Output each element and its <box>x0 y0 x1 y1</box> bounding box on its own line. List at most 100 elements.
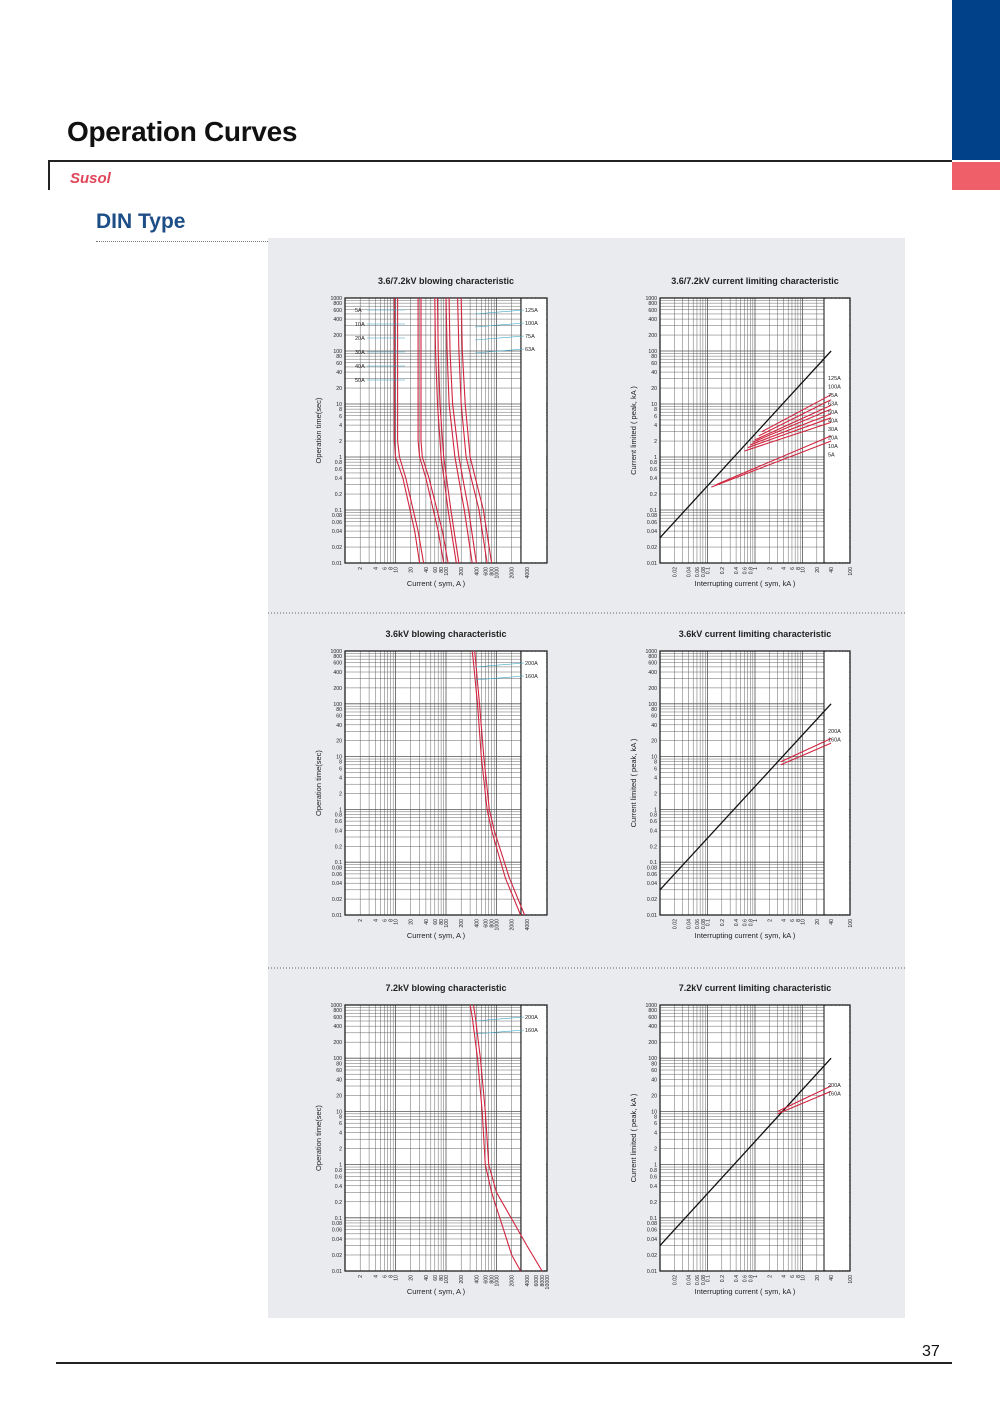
chart-4: 3.6kV current limiting characteristic100… <box>629 629 854 940</box>
y-tick-label: 10 <box>336 755 342 761</box>
x-tick-label: 10000 <box>545 1275 551 1290</box>
legend-strip <box>824 652 849 914</box>
charts-panel: 3.6/7.2kV blowing characteristic 1000 800 6… <box>268 238 905 1318</box>
y-tick-label: 0.8 <box>335 1168 342 1174</box>
y-tick-label: 8 <box>654 760 657 766</box>
y-tick-label: 0.1 <box>335 508 342 514</box>
x-tick-label: 2 <box>767 567 773 570</box>
x-tick-label: 20 <box>409 919 415 925</box>
x-tick-label: 40 <box>829 567 835 573</box>
y-tick-label: 0.06 <box>647 520 657 526</box>
y-tick-label: 100 <box>648 1056 657 1062</box>
x-tick-label: 40 <box>829 919 835 925</box>
x-tick-label: 0.02 <box>672 567 678 577</box>
y-tick-label: 0.2 <box>335 1200 342 1206</box>
y-tick-label: 0.01 <box>332 561 342 567</box>
x-tick-label: 600 <box>483 1275 489 1284</box>
y-tick-label: 4 <box>654 776 657 782</box>
y-tick-label: 400 <box>333 1024 342 1030</box>
y-tick-label: 40 <box>336 723 342 729</box>
y-tick-label: 0.4 <box>335 828 342 834</box>
legend-leader <box>474 662 525 668</box>
series-20A <box>715 435 832 486</box>
legend-left-label: 5A <box>355 308 362 314</box>
x-tick-label: 10 <box>801 1275 807 1281</box>
y-tick-label: 0.2 <box>335 492 342 498</box>
y-tick-label: 4 <box>339 1131 342 1137</box>
x-tick-label: 4 <box>373 567 379 570</box>
x-tick-label: 80 <box>439 1275 445 1281</box>
legend-left-label: 10A <box>355 322 365 328</box>
y-tick-label: 0.02 <box>332 545 342 551</box>
x-tick-label: 1 <box>753 567 759 570</box>
series-10A <box>397 298 425 564</box>
legend-right-label: 40A <box>828 419 838 425</box>
y-tick-label: 1000 <box>645 1003 657 1009</box>
x-tick-label: 4 <box>782 567 788 570</box>
x-tick-label: 0.08 <box>701 567 707 577</box>
x-tick-label: 200 <box>459 567 465 576</box>
y-tick-label: 8 <box>339 407 342 413</box>
x-tick-label: 100 <box>444 567 450 576</box>
x-tick-label: 0.2 <box>720 1275 726 1282</box>
legend-leader <box>474 335 525 341</box>
x-tick-label: 2000 <box>510 567 516 579</box>
legend-right-label: 160A <box>828 1092 841 1098</box>
x-tick-label: 4000 <box>525 1275 531 1287</box>
x-tick-label: 800 <box>490 1275 496 1284</box>
y-tick-label: 200 <box>648 686 657 692</box>
x-tick-label: 0.6 <box>742 567 748 574</box>
y-tick-label: 400 <box>648 670 657 676</box>
x-tick-label: 100 <box>848 1275 854 1284</box>
y-tick-label: 8 <box>654 1115 657 1121</box>
x-tick-label: 20 <box>409 1275 415 1281</box>
x-tick-label: 400 <box>474 919 480 928</box>
y-tick-label: 0.04 <box>332 881 342 887</box>
y-tick-label: 0.1 <box>335 860 342 866</box>
y-tick-label: 100 <box>648 702 657 708</box>
y-tick-label: 800 <box>333 301 342 307</box>
page-number: 37 <box>922 1343 940 1360</box>
legend-right-label: 125A <box>525 308 538 314</box>
y-tick-label: 4 <box>339 776 342 782</box>
legend-leader <box>474 322 525 328</box>
y-tick-label: 40 <box>651 370 657 376</box>
chart-1: 3.6/7.2kV blowing characteristic10008006… <box>314 276 548 588</box>
legend-strip <box>824 299 849 562</box>
x-tick-label: 0.04 <box>687 919 693 929</box>
plot-frame <box>659 650 851 916</box>
y-tick-label: 0.1 <box>650 860 657 866</box>
y-tick-label: 100 <box>333 702 342 708</box>
x-tick-label: 600 <box>483 567 489 576</box>
y-tick-label: 0.08 <box>647 1221 657 1227</box>
series-75A <box>754 404 832 441</box>
y-tick-label: 0.6 <box>335 467 342 473</box>
x-tick-label: 40 <box>829 1275 835 1281</box>
x-tick-label: 0.8 <box>748 1275 754 1282</box>
y-tick-label: 1 <box>339 455 342 461</box>
x-tick-label: 0.04 <box>687 567 693 577</box>
y-tick-label: 6 <box>654 414 657 420</box>
x-tick-label: 1000 <box>495 567 501 579</box>
series-200A <box>780 738 832 763</box>
x-tick-label: 6 <box>790 567 796 570</box>
y-tick-label: 0.1 <box>335 1216 342 1222</box>
series-200A <box>474 650 526 916</box>
y-tick-label: 400 <box>648 1024 657 1030</box>
legend-left-label: 20A <box>355 336 365 342</box>
y-tick-label: 600 <box>333 308 342 314</box>
y-tick-label: 0.04 <box>647 529 657 535</box>
y-tick-label: 0.02 <box>647 1253 657 1259</box>
x-tick-label: 0.1 <box>706 567 712 574</box>
legend-leader <box>474 1016 525 1022</box>
y-tick-label: 80 <box>651 707 657 713</box>
series-125A <box>761 394 832 433</box>
y-tick-label: 0.8 <box>650 813 657 819</box>
y-tick-label: 80 <box>651 354 657 360</box>
x-tick-label: 6 <box>382 1275 388 1278</box>
y-tick-label: 1 <box>654 807 657 813</box>
y-tick-label: 1000 <box>330 1003 342 1009</box>
x-tick-label: 60 <box>433 919 439 925</box>
series-max <box>659 350 832 539</box>
y-tick-label: 40 <box>336 1077 342 1083</box>
